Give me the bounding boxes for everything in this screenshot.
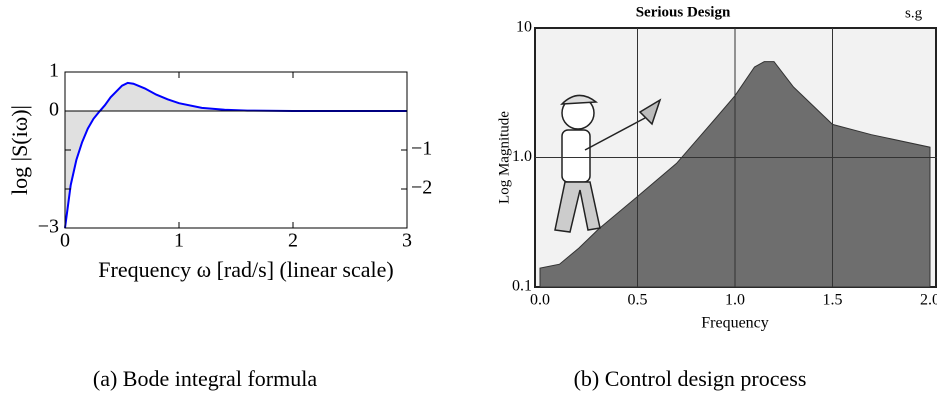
caption: (a) Bode integral formula	[93, 366, 317, 391]
area-shade	[65, 82, 407, 229]
y-axis-label: log |S(iω)|	[7, 105, 32, 195]
x-tick-label: 0.0	[530, 292, 550, 309]
x-tick-label: 3	[402, 230, 412, 252]
x-tick-label: 1.5	[823, 292, 843, 309]
x-axis-label: Frequency ω [rad/s] (linear scale)	[98, 257, 393, 282]
x-tick-label: 1.0	[725, 292, 745, 309]
chart-title: Serious Design	[636, 4, 731, 20]
line	[64, 81, 407, 229]
cartoon-figure	[554, 94, 662, 233]
signature: s.g	[905, 5, 923, 21]
x-tick-label: 2	[288, 230, 298, 252]
y-tick-label: −1	[411, 138, 432, 160]
y-tick-label: 0.1	[512, 278, 532, 295]
y-axis-label: Log Magnitude	[496, 111, 512, 204]
x-tick-label: 0.5	[628, 292, 648, 309]
caption: (b) Control design process	[574, 366, 807, 391]
y-tick-label: 0	[49, 99, 59, 121]
x-tick-label: 0	[60, 230, 70, 252]
x-tick-label: 2.0	[920, 292, 937, 309]
y-tick-label: 1	[49, 60, 59, 82]
y-tick-label: −2	[411, 177, 432, 199]
y-tick-label: 10	[516, 19, 532, 36]
plot-frame	[64, 71, 408, 229]
y-tick-label: 1.0	[512, 148, 532, 165]
x-axis-label: Frequency	[701, 315, 769, 332]
x-tick-label: 1	[174, 230, 184, 252]
y-tick-label: −3	[38, 216, 59, 238]
